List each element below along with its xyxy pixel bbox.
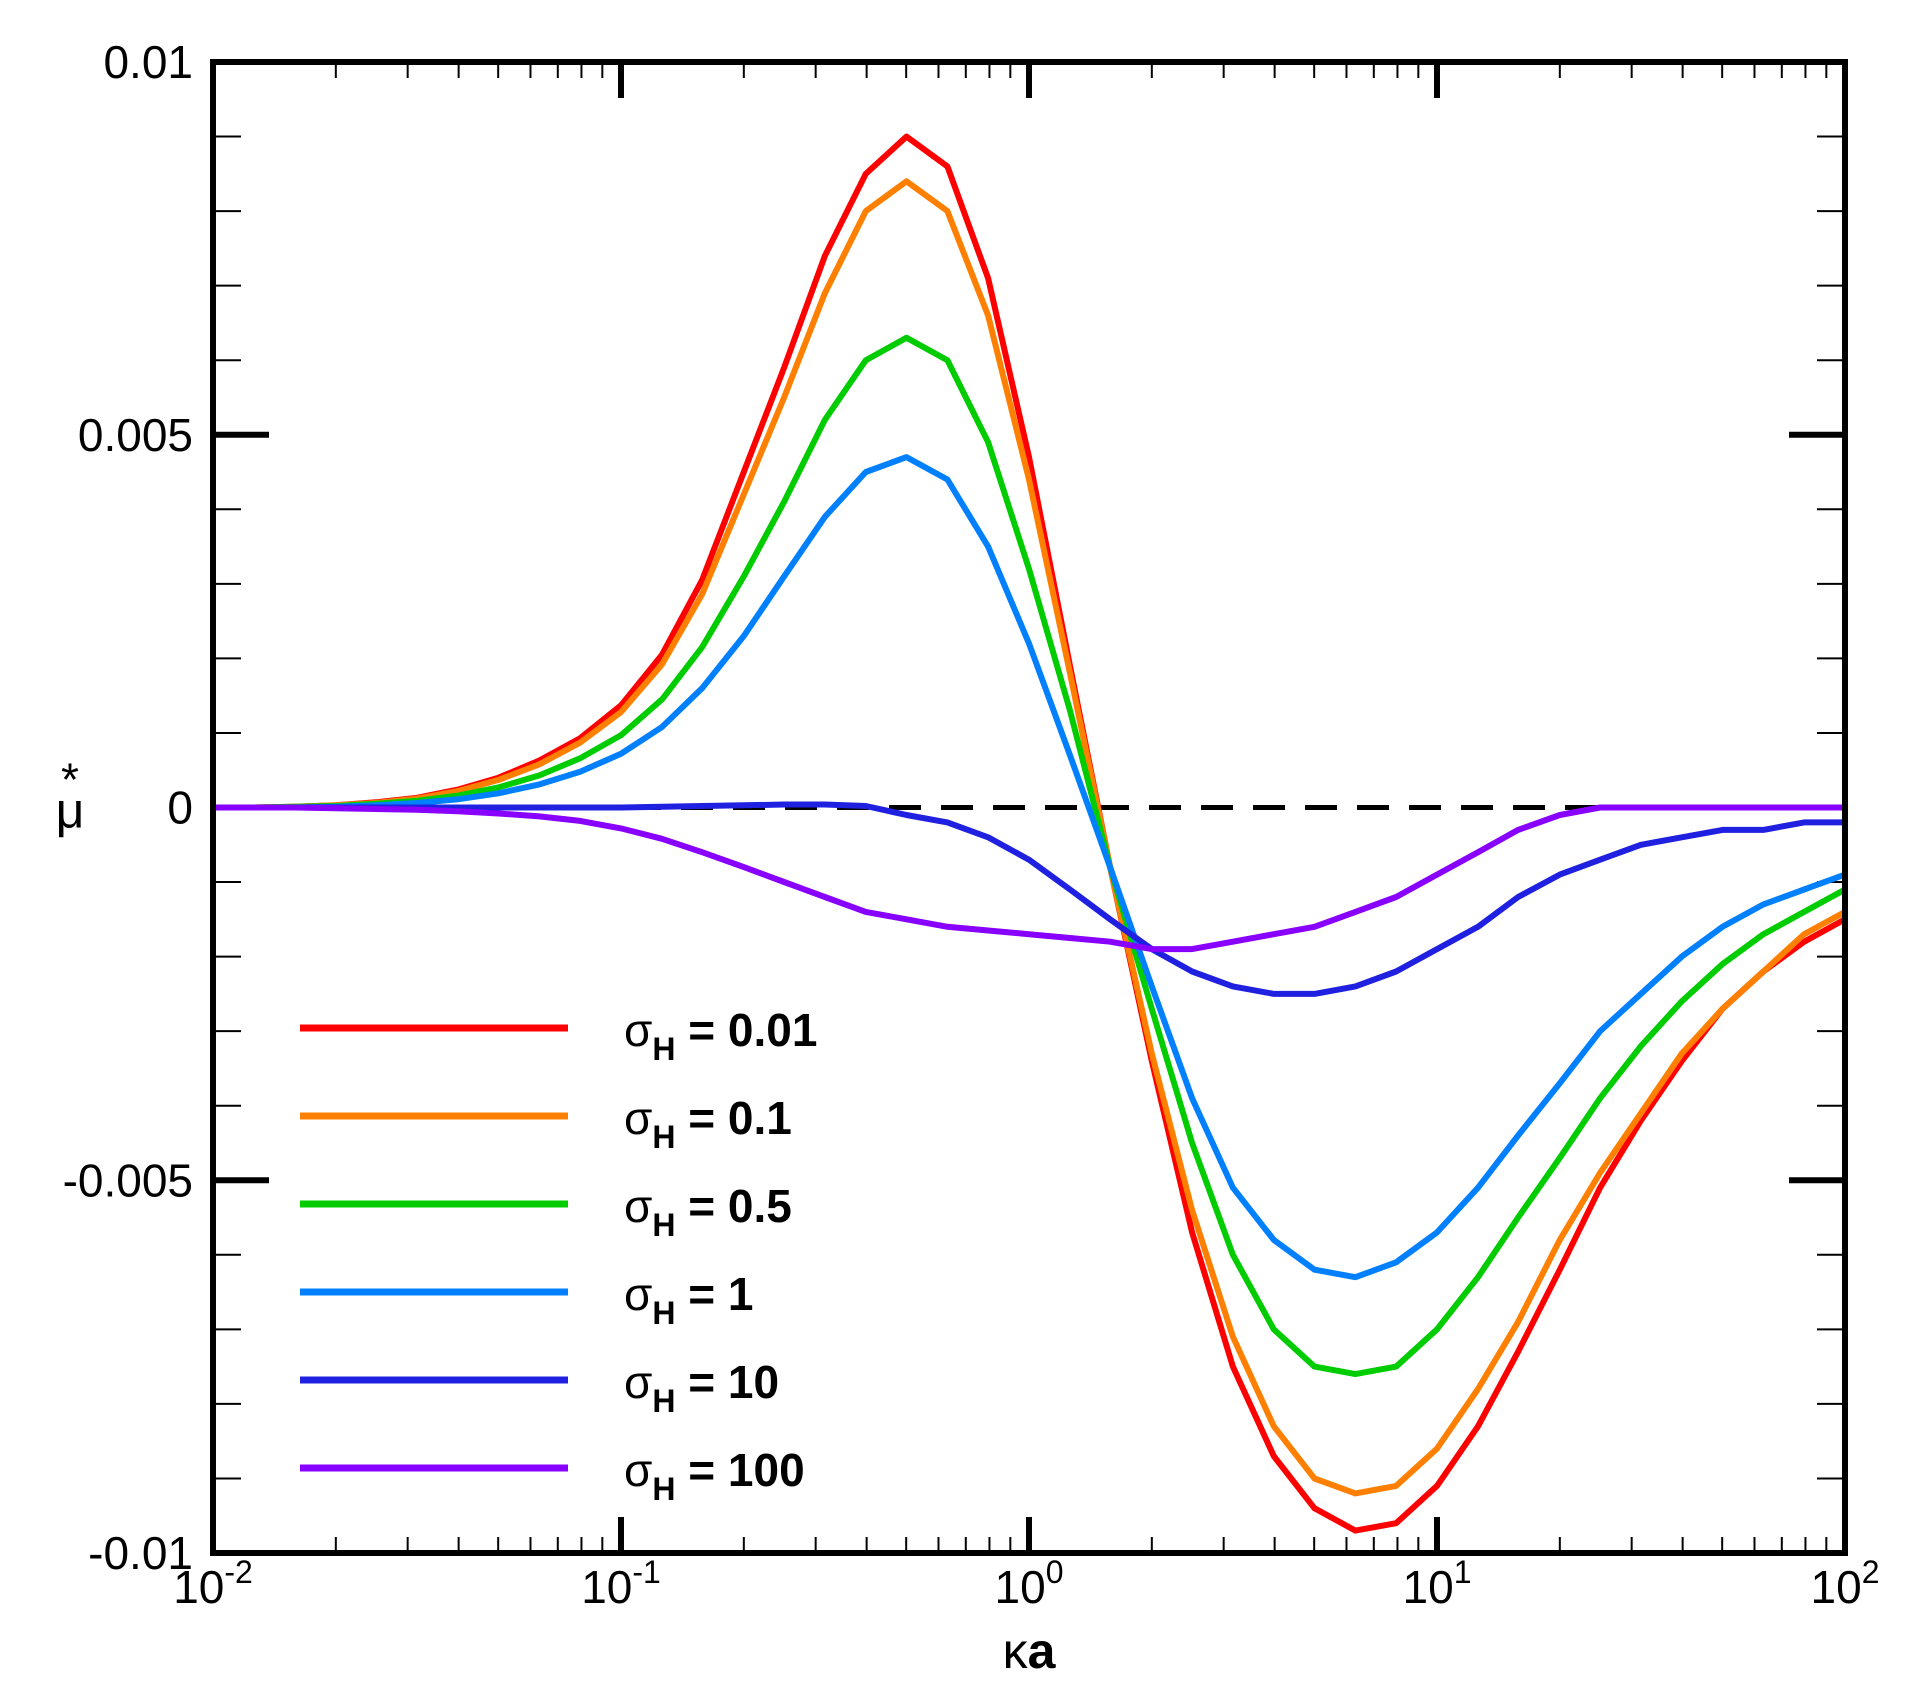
x-tick-exponent: -1 — [632, 1554, 660, 1590]
legend-subscript: H — [652, 1471, 675, 1507]
legend-item: σH = 0.1 — [300, 1092, 792, 1155]
x-tick-label: 101 — [1403, 1554, 1472, 1613]
legend-label: σH = 0.1 — [624, 1092, 792, 1155]
legend-subscript: H — [652, 1207, 675, 1243]
x-axis-title: κa — [1003, 1623, 1057, 1679]
legend-label: σH = 1 — [624, 1268, 754, 1331]
series-line-2 — [213, 178, 1847, 1497]
series-line-3 — [213, 334, 1847, 1378]
y-tick-label: 0 — [167, 782, 193, 834]
legend-label: σH = 0.5 — [624, 1180, 792, 1243]
x-tick-label: 100 — [995, 1554, 1064, 1613]
legend-item: σH = 100 — [300, 1444, 805, 1507]
legend-label: σH = 10 — [624, 1356, 779, 1419]
x-axis-title-symbol: a — [1028, 1623, 1057, 1679]
legend-sigma: σ — [624, 1356, 652, 1408]
x-tick-base: 10 — [995, 1561, 1046, 1613]
legend-sigma: σ — [624, 1180, 652, 1232]
legend-sigma: σ — [624, 1004, 652, 1056]
y-tick-label: 0.01 — [103, 36, 193, 88]
legend-value: = 0.1 — [676, 1092, 792, 1144]
y-axis-title-superscript: * — [61, 754, 79, 806]
series-line-1 — [213, 133, 1847, 1534]
y-tick-label: -0.01 — [88, 1527, 193, 1579]
series-line-6 — [213, 804, 1845, 953]
series-line-4 — [213, 454, 1847, 1281]
x-tick-exponent: -2 — [224, 1554, 252, 1590]
x-axis-title-greek: κ — [1003, 1623, 1029, 1679]
legend-value: = 1 — [676, 1268, 754, 1320]
legend-subscript: H — [652, 1119, 675, 1155]
x-tick-base: 10 — [1811, 1561, 1862, 1613]
x-tick-base: 10 — [581, 1561, 632, 1613]
y-axis-title-greek: μ — [56, 783, 85, 839]
legend-subscript: H — [652, 1383, 675, 1419]
legend-sigma: σ — [624, 1444, 652, 1496]
legend-item: σH = 0.01 — [300, 1004, 817, 1067]
x-tick-base: 10 — [173, 1561, 224, 1613]
x-tick-labels: 10-2 10-1 100 101 102 — [173, 1554, 1879, 1613]
x-tick-label: 10-2 — [173, 1554, 253, 1613]
legend-value: = 0.5 — [676, 1180, 792, 1232]
y-axis-title: μ * — [56, 754, 85, 839]
legend-sigma: σ — [624, 1092, 652, 1144]
legend-sigma: σ — [624, 1268, 652, 1320]
legend-label: σH = 100 — [624, 1444, 805, 1507]
x-tick-label: 102 — [1811, 1554, 1880, 1613]
legend-value: = 100 — [676, 1444, 805, 1496]
legend-item: σH = 10 — [300, 1356, 779, 1419]
legend-subscript: H — [652, 1031, 675, 1067]
x-tick-label: 10-1 — [581, 1554, 661, 1613]
legend-item: σH = 0.5 — [300, 1180, 792, 1243]
series-line-5 — [213, 801, 1845, 997]
legend-value: = 10 — [676, 1356, 780, 1408]
y-tick-labels: 0.01 0.005 0 -0.005 -0.01 — [63, 36, 193, 1579]
legend-label: σH = 0.01 — [624, 1004, 817, 1067]
y-tick-label: 0.005 — [78, 409, 193, 461]
x-tick-exponent: 1 — [1454, 1554, 1472, 1590]
plot-frame — [210, 59, 1848, 1556]
y-tick-label: -0.005 — [63, 1154, 193, 1206]
x-tick-exponent: 2 — [1862, 1554, 1880, 1590]
x-tick-exponent: 0 — [1046, 1554, 1064, 1590]
series-lines — [213, 133, 1847, 1534]
legend-subscript: H — [652, 1295, 675, 1331]
x-tick-base: 10 — [1403, 1561, 1454, 1613]
legend-value: = 0.01 — [676, 1004, 818, 1056]
legend-item: σH = 1 — [300, 1268, 754, 1331]
